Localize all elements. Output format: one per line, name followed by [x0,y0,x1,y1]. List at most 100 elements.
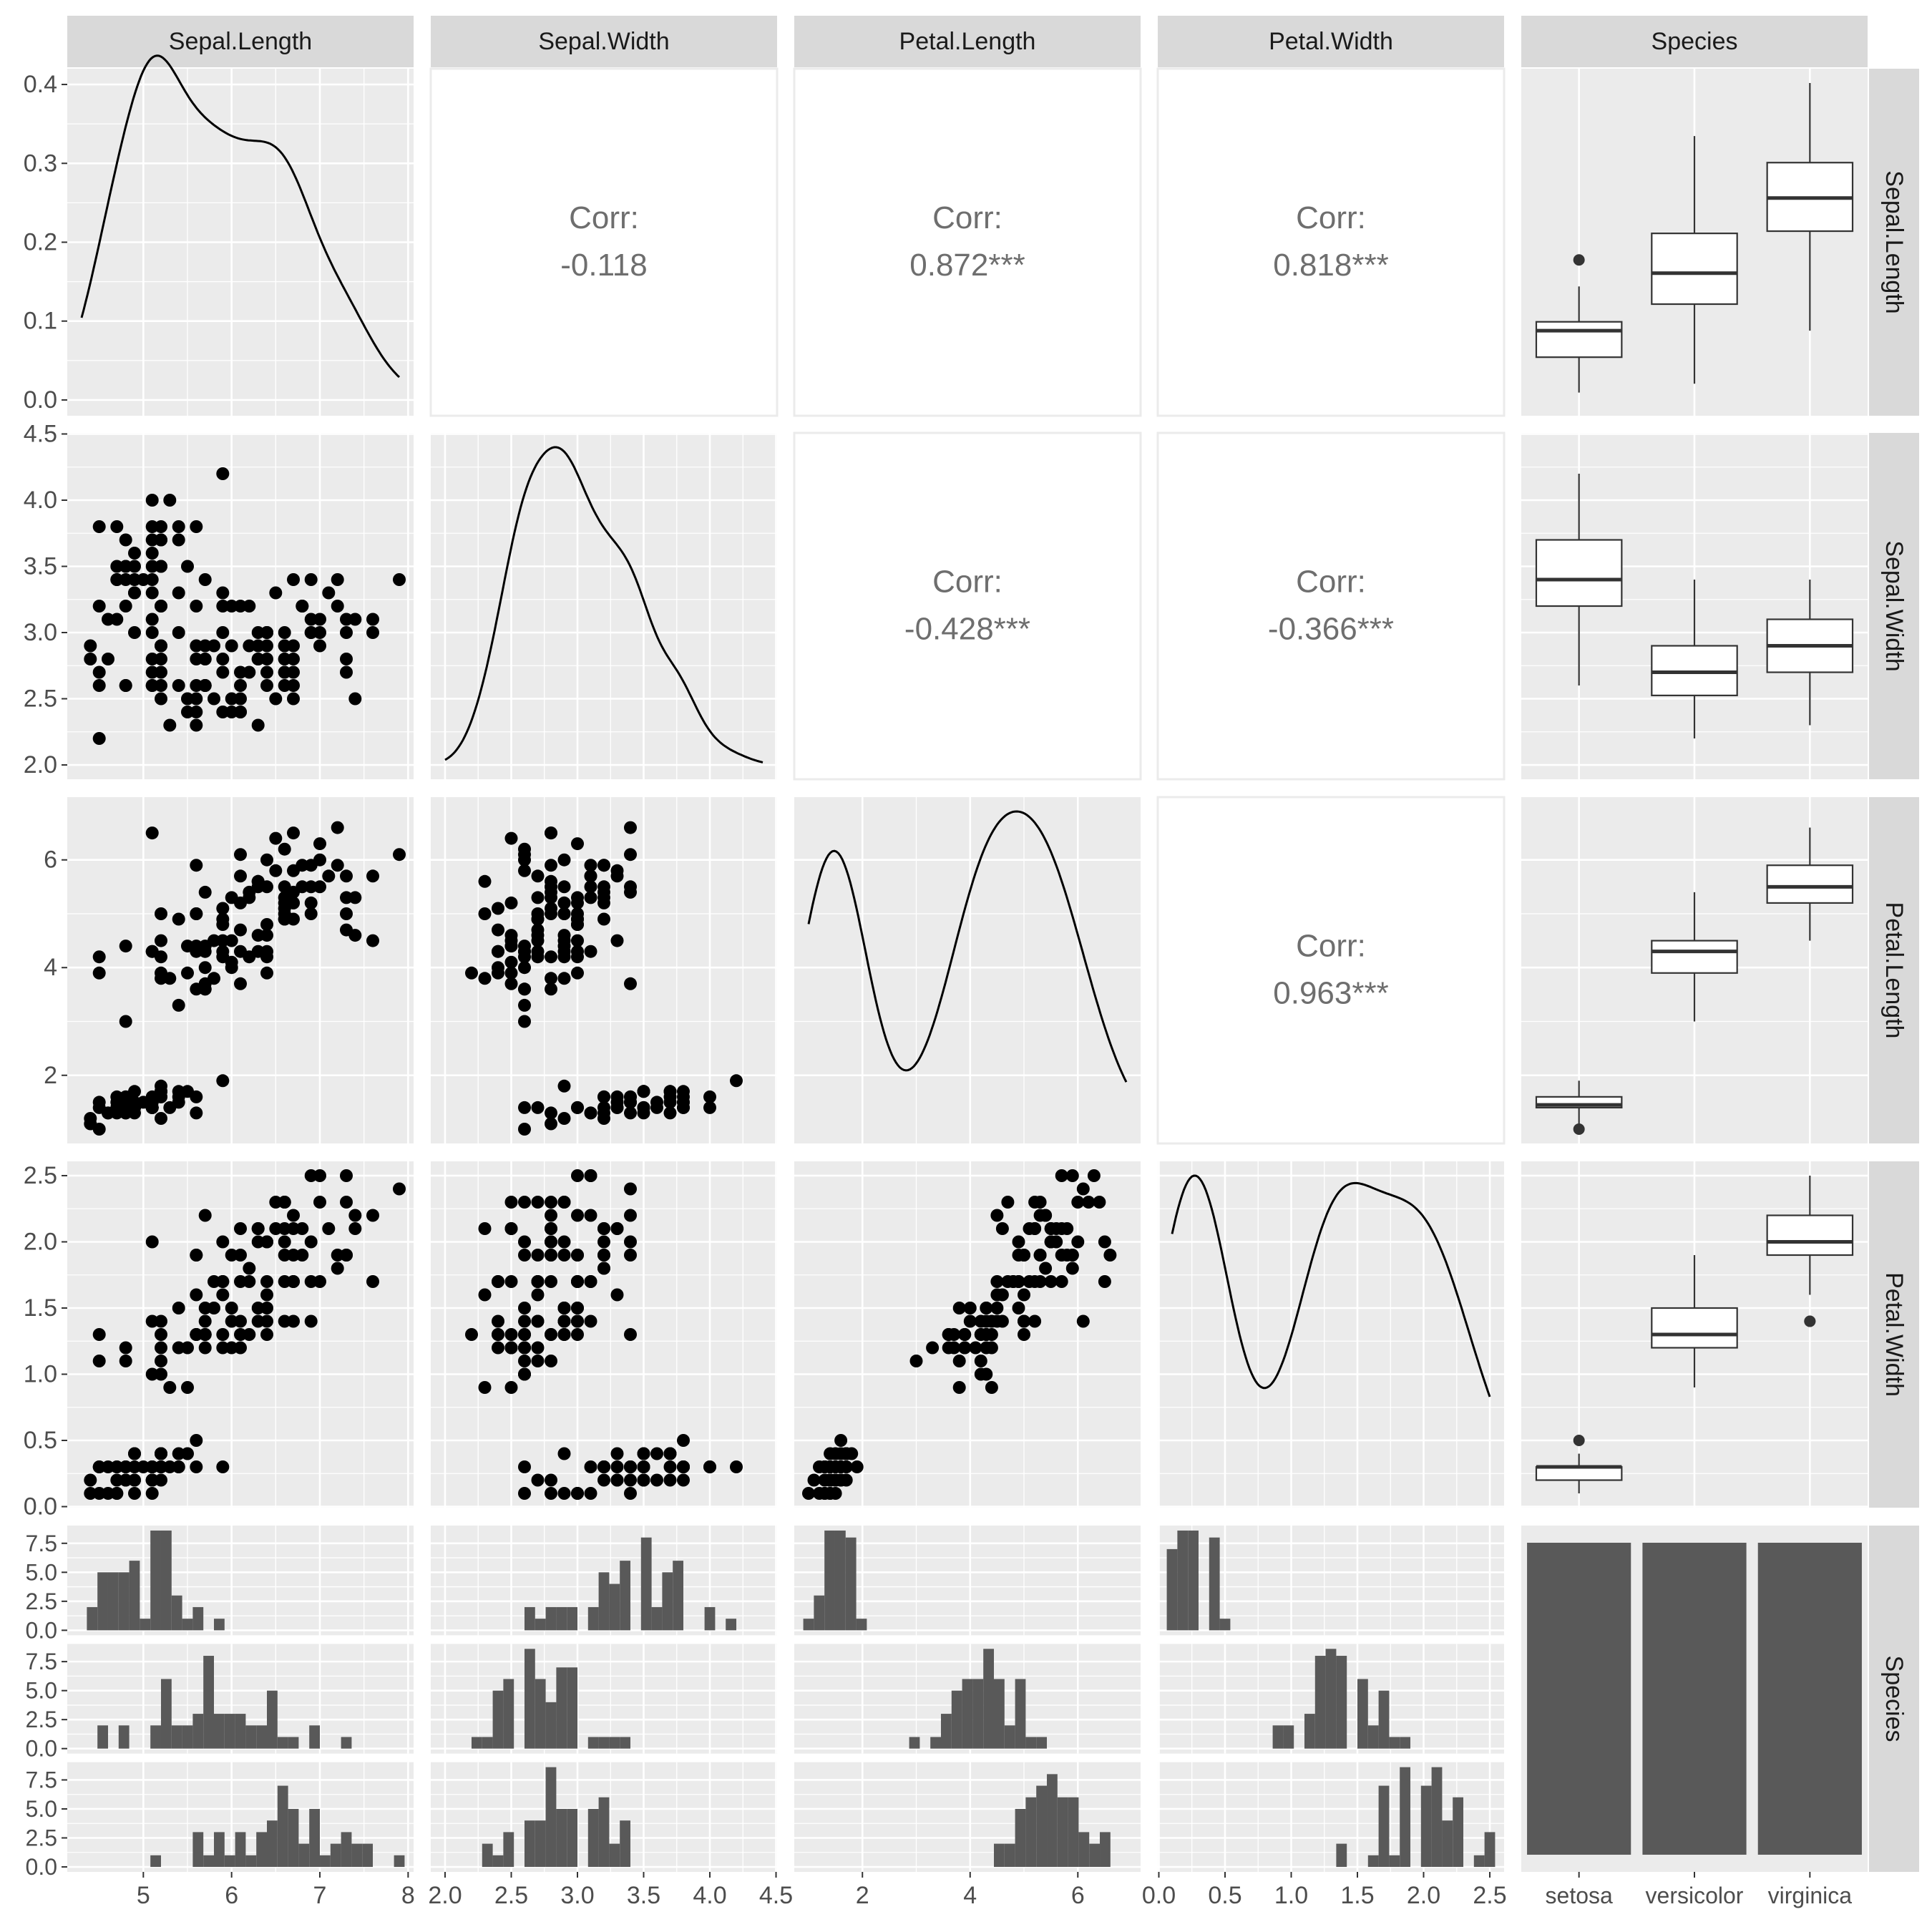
scatter-point-petal-width-petal-length [942,1341,955,1355]
scatter-point-petal-length-sepal-width [571,945,584,958]
x-tick-label-sepal-width: 2.0 [428,1882,462,1909]
scatter-point-petal-width-sepal-length [190,1460,203,1473]
scatter-point-sepal-width-sepal-length [251,653,265,665]
histogram-bar-sepal-length-virginica [298,1843,310,1868]
scatter-point-sepal-width-sepal-length [260,679,273,692]
density-curve-petal-width [1171,1174,1491,1397]
scatter-point-petal-length-sepal-width [518,961,531,975]
scatter-point-petal-width-petal-length [1103,1249,1117,1262]
scatter-point-petal-width-sepal-width [650,1447,663,1460]
scatter-point-petal-width-sepal-length [155,1355,167,1367]
scatter-point-petal-length-sepal-width [545,972,557,985]
scatter-point-petal-width-sepal-width [610,1460,624,1473]
histogram-bar-petal-length-setosa [845,1537,857,1631]
histogram-bar-sepal-width-versicolor [620,1737,631,1749]
scatter-point-petal-length-sepal-width [597,1101,610,1114]
histogram-bar-sepal-length-versicolor [267,1690,278,1749]
scatter-point-petal-width-sepal-length [198,1328,212,1341]
scatter-point-petal-width-sepal-length [269,1222,283,1235]
scatter-point-petal-width-petal-length [958,1328,972,1341]
scatter-point-petal-width-sepal-length [393,1182,406,1196]
scatter-point-petal-width-petal-length [829,1487,842,1500]
scatter-point-petal-width-sepal-length [163,1381,177,1394]
boxplot-outlier-setosa [1573,1123,1585,1136]
scatter-point-sepal-width-sepal-length [340,613,353,626]
scatter-point-sepal-width-sepal-length [208,639,220,653]
scatter-point-petal-width-petal-length [1060,1222,1074,1235]
scatter-point-petal-width-sepal-length [260,1288,273,1302]
scatter-point-petal-width-sepal-width [571,1487,584,1500]
x-tick-label-sepal-width: 2.5 [494,1882,528,1909]
histogram-bar-sepal-width-versicolor [598,1737,610,1749]
scatter-point-petal-width-sepal-width [597,1460,610,1473]
scatter-point-petal-width-sepal-length [84,1473,97,1487]
histogram-bar-petal-width-virginica [1484,1832,1496,1868]
scatter-point-petal-width-petal-length [850,1460,864,1473]
scatter-point-petal-length-sepal-width [730,1074,743,1088]
scatter-point-petal-width-sepal-width [518,1328,531,1341]
strip-top-petal-length [794,16,1141,67]
boxplot-box-versicolor [1651,233,1738,306]
scatter-point-petal-length-sepal-length [172,1090,185,1103]
scatter-point-sepal-width-sepal-length [119,600,132,613]
scatter-point-petal-width-petal-length [909,1355,923,1367]
scatter-point-petal-width-sepal-length [128,1447,141,1460]
histogram-bar-sepal-width-virginica [545,1767,557,1868]
scatter-point-petal-width-sepal-length [172,1460,185,1473]
scatter-point-petal-length-sepal-width [531,869,545,883]
scatter-point-petal-width-sepal-length [190,1288,203,1302]
scatter-point-petal-width-sepal-width [637,1447,650,1460]
scatter-point-sepal-width-sepal-length [155,560,167,573]
scatter-point-petal-width-sepal-length [155,1460,167,1473]
scatter-point-petal-width-sepal-length [366,1209,379,1222]
scatter-point-petal-width-sepal-length [190,1434,203,1447]
x-tick-label-species: setosa [1546,1883,1613,1908]
histogram-bar-petal-width-setosa [1177,1530,1189,1631]
scatter-point-petal-length-sepal-length [234,977,247,990]
scatter-point-sepal-width-sepal-length [84,653,97,665]
scatter-point-petal-length-sepal-width [624,848,637,862]
scatter-point-petal-length-sepal-length [198,885,212,899]
scatter-point-petal-length-sepal-width [504,977,518,990]
histogram-bar-sepal-width-setosa [704,1606,716,1631]
histogram-bar-petal-width-versicolor [1304,1714,1315,1749]
scatter-point-petal-width-sepal-width [504,1328,518,1341]
scatter-point-petal-width-petal-length [807,1473,821,1487]
scatter-point-petal-width-sepal-length [137,1460,150,1473]
scatter-point-petal-width-sepal-length [243,1262,256,1275]
scatter-point-petal-length-sepal-length [340,891,353,904]
scatter-point-sepal-width-sepal-length [181,706,194,718]
boxplot-box-setosa [1535,539,1623,608]
scatter-point-petal-width-sepal-length [198,1341,212,1355]
scatter-point-petal-width-petal-length [1018,1288,1030,1302]
scatter-point-petal-length-sepal-length [225,961,238,975]
scatter-point-petal-length-sepal-length [340,869,353,883]
scatter-point-petal-length-sepal-width [531,891,545,904]
scatter-point-petal-width-sepal-width [557,1314,571,1328]
scatter-point-petal-width-petal-length [824,1447,837,1460]
histogram-bar-petal-width-virginica [1420,1785,1432,1868]
scatter-point-petal-length-sepal-width [557,1112,571,1125]
scatter-point-petal-width-sepal-length [225,1249,238,1262]
strip-top-label-petal-width: Petal.Width [1269,28,1393,55]
scatter-point-sepal-width-sepal-length [128,586,141,600]
scatter-point-petal-width-sepal-length [155,1341,167,1355]
scatter-point-sepal-width-sepal-length [251,626,265,639]
boxplot-box-versicolor [1651,940,1738,974]
scatter-point-petal-length-sepal-width [663,1106,677,1120]
scatter-point-petal-width-sepal-width [571,1249,584,1262]
y-tick-label-petal-width: 1.0 [24,1361,57,1388]
scatter-point-sepal-width-sepal-length [110,573,124,586]
scatter-point-petal-length-sepal-width [531,1101,545,1114]
histogram-bar-petal-length-versicolor [1004,1725,1015,1749]
scatter-point-petal-width-sepal-length [313,1196,326,1209]
boxplot-box-setosa [1535,321,1623,358]
scatter-point-sepal-width-sepal-length [145,547,159,560]
histogram-bar-sepal-width-virginica [535,1820,546,1868]
scatter-point-petal-width-petal-length [952,1355,966,1367]
scatter-point-sepal-width-sepal-length [119,560,132,573]
scatter-point-sepal-width-sepal-length [92,665,106,679]
scatter-point-sepal-width-sepal-length [92,600,106,613]
scatter-point-petal-width-petal-length [1039,1262,1053,1275]
scatter-point-petal-length-sepal-width [584,869,597,883]
